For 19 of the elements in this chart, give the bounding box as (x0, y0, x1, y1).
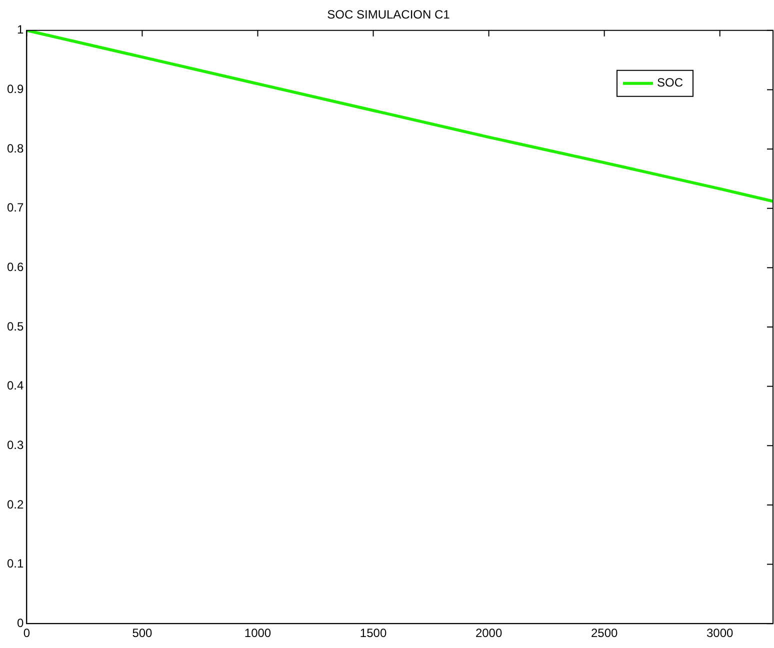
x-tick-label: 1000 (244, 626, 272, 640)
x-tick-label: 2500 (590, 626, 618, 640)
x-tick-label: 2000 (475, 626, 502, 640)
y-tick-label: 0.3 (6, 438, 24, 452)
y-tick-label: 0.4 (6, 378, 24, 393)
y-tick-label: 0.8 (6, 141, 24, 156)
chart-title: SOC SIMULACION C1 (327, 8, 450, 22)
x-tick-label: 1500 (360, 626, 387, 640)
x-tick-label: 500 (132, 626, 153, 640)
y-tick-label: 1 (16, 22, 24, 37)
y-tick-label: 0 (16, 616, 24, 630)
y-tick-label: 0.2 (6, 497, 24, 512)
y-tick-label: 0.7 (6, 200, 24, 215)
y-tick-label: 0.5 (6, 319, 24, 334)
y-tick-label: 0.9 (6, 82, 24, 96)
x-tick-label: 3000 (706, 626, 734, 640)
legend-label: SOC (656, 76, 684, 90)
y-tick-label: 0.1 (6, 556, 24, 571)
y-tick-label: 0.6 (6, 260, 24, 274)
